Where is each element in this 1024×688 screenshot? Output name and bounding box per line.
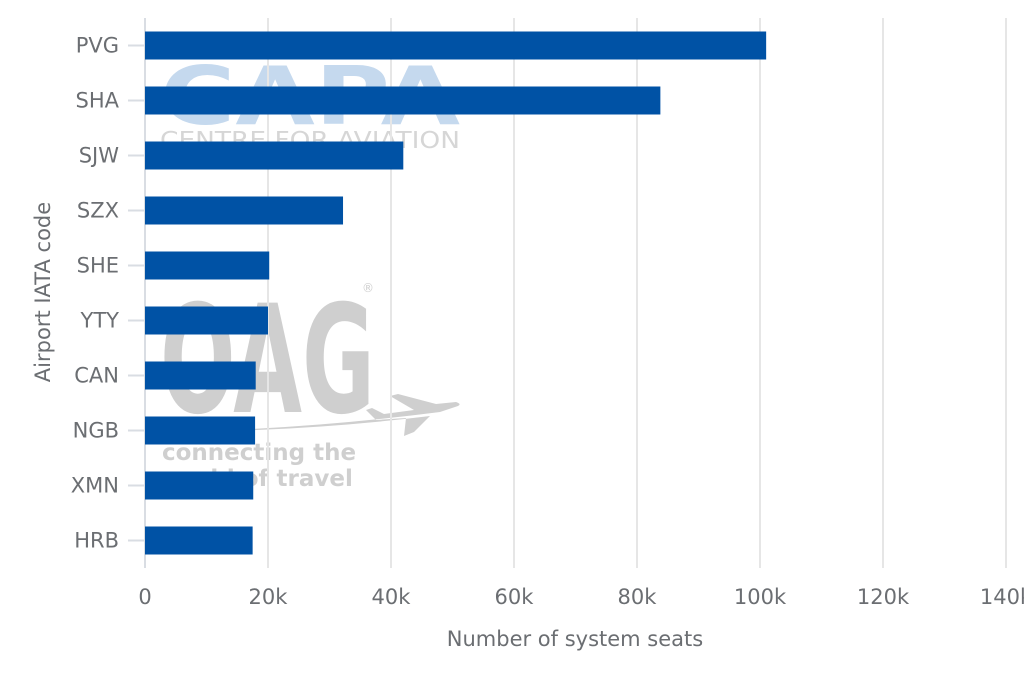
y-tick-label: SHA [76, 89, 120, 113]
y-tick-label: CAN [74, 364, 119, 388]
y-tick-label: SHE [77, 254, 119, 278]
x-tick-label: 0 [138, 585, 151, 609]
bar-szx [145, 196, 344, 225]
y-tick-label: NGB [73, 419, 119, 443]
x-axis-tick-labels: 0 20k 40k 60k 80k 100k 120k 140k [138, 585, 1024, 609]
x-tick-label: 40k [372, 585, 412, 609]
y-tick-label: SZX [77, 199, 119, 223]
y-tick-label: HRB [74, 529, 119, 553]
bar-pvg [145, 31, 767, 60]
x-tick-label: 140k [980, 585, 1024, 609]
x-tick-label: 20k [249, 585, 289, 609]
y-tick-label: PVG [76, 34, 119, 58]
oag-registered-mark: ® [362, 281, 374, 295]
y-tick-label: YTY [80, 309, 120, 333]
y-axis-ticks [128, 44, 145, 542]
bars [145, 31, 767, 555]
x-axis-title: Number of system seats [447, 627, 703, 651]
x-tick-label: 120k [857, 585, 910, 609]
bar-sha [145, 86, 661, 115]
y-tick-label: XMN [71, 474, 119, 498]
bar-xmn [145, 471, 254, 500]
bar-she [145, 251, 270, 280]
y-axis-tick-labels: PVG SHA SJW SZX SHE YTY CAN NGB XMN HRB [71, 34, 120, 553]
y-tick-label: SJW [79, 144, 120, 168]
x-tick-label: 80k [618, 585, 658, 609]
y-axis-title: Airport IATA code [31, 202, 55, 382]
bar-ngb [145, 416, 256, 445]
bar-yty [145, 306, 268, 335]
bar-sjw [145, 141, 404, 170]
x-tick-label: 60k [495, 585, 535, 609]
bar-hrb [145, 526, 253, 555]
bar-can [145, 361, 256, 390]
x-tick-label: 100k [734, 585, 787, 609]
